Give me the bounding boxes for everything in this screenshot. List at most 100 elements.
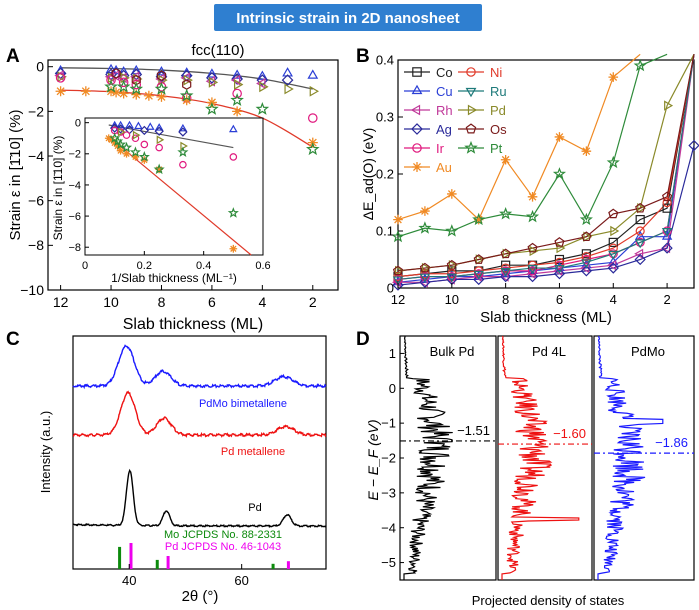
inset-x-tick-label: 0.4 (196, 260, 211, 272)
data-point-ir (131, 79, 142, 90)
inset-point-ag (178, 127, 188, 137)
data-point-au (55, 86, 66, 97)
legend-marker-ag (411, 123, 423, 135)
data-point-os (446, 259, 457, 270)
data-point-rh (256, 78, 266, 89)
inset-point-ir (229, 153, 238, 161)
data-point-cu (634, 230, 646, 240)
data-point-cu (156, 66, 167, 76)
trace-label-pdmo: PdMo bimetallene (199, 398, 287, 410)
inset-y-ticks: 0 −2 −4 −6 −8 (68, 118, 89, 254)
legend-marker-pt (464, 140, 478, 154)
panel-a-x-axis-label: Slab thickness (ML) (123, 316, 264, 333)
data-point-cu (231, 69, 243, 79)
panel-b-y-tick-label: 0.3 (376, 110, 394, 125)
data-point-ag (526, 270, 539, 283)
inset-plot-frame (84, 117, 264, 256)
data-point-pt (179, 88, 194, 102)
inset-point-pt (138, 151, 150, 162)
pdos-trace (597, 335, 664, 580)
legend-label-rh: Rh (436, 103, 453, 118)
inset-data-points (104, 120, 239, 253)
series-line-pt (397, 53, 668, 238)
inset-point-ag (115, 124, 126, 134)
legend-label-cu: Cu (436, 84, 453, 99)
data-point-pd (475, 254, 485, 265)
data-point-ru (581, 259, 592, 269)
data-point-ir (232, 88, 242, 99)
data-point-ag (473, 273, 485, 286)
inset-point-cu (116, 120, 125, 129)
data-point-ag (256, 74, 269, 86)
legend-marker-os (465, 123, 477, 134)
inset-point-pt (227, 207, 239, 218)
inset-point-ag (139, 125, 150, 136)
legend-marker-cu (411, 84, 423, 95)
legend-label-ni: Ni (490, 65, 502, 80)
panel-d-pdos-chart: 1 0 −1 −2 −3 −4 −5 −1.51 Bulk Pd −1.60 Pd 4L −1.86… (365, 335, 695, 608)
data-point-pt (418, 221, 432, 234)
panel-d-y-tick-label: −2 (381, 451, 396, 466)
panel-label-c: C (6, 329, 20, 350)
xrd-trace-2 (72, 468, 327, 529)
data-point-au (447, 189, 457, 199)
inset-y-tick-label: −2 (68, 149, 81, 161)
data-point-pd (234, 79, 244, 90)
legend-label-ag: Ag (436, 122, 452, 137)
inset-point-au (131, 153, 140, 161)
inset-point-ir (131, 134, 140, 143)
inset-point-pt (129, 146, 142, 157)
inset-point-cu (125, 120, 134, 129)
data-point-pt (552, 167, 567, 180)
panel-b-x-tick-label: 4 (610, 292, 617, 307)
data-point-ag (688, 139, 699, 152)
data-point-co (662, 203, 672, 213)
inset-point-pd (156, 135, 165, 145)
panel-label-d: D (356, 329, 370, 350)
data-point-pt (305, 142, 320, 156)
data-point-ag (553, 268, 566, 280)
panel-b-x-ticks: 12 10 8 6 4 2 (391, 283, 671, 307)
panel-b-x-tick-label: 2 (663, 292, 670, 307)
pdos-subpanel-0: −1.51 Bulk Pd (399, 335, 497, 581)
panel-d-y-tick-label: −4 (381, 520, 396, 535)
data-point-au (232, 106, 243, 117)
pdos-frame (593, 335, 695, 581)
data-point-ru (661, 228, 673, 237)
panel-a-y-tick-label: −2 (28, 103, 44, 119)
panel-a-x-tick-label: 4 (258, 294, 266, 310)
data-point-co (581, 249, 591, 259)
data-point-ag (231, 73, 244, 85)
inset-y-tick-label: 0 (75, 118, 81, 130)
data-point-ag (392, 279, 404, 291)
pdos-frame (399, 335, 497, 581)
panel-b-x-tick-label: 8 (502, 292, 509, 307)
d-band-center-label: −1.51 (457, 423, 490, 438)
data-point-au (527, 192, 538, 202)
panel-b-y-tick-label: 0.1 (376, 224, 394, 239)
panel-a-inset-chart: 0 0.2 0.4 0.6 0 −2 −4 −6 −8 1/Slab thickness (M… (51, 117, 271, 285)
legend-label-co: Co (436, 65, 453, 80)
pdos-subpanel-title: Bulk Pd (430, 344, 475, 359)
panel-d-y-axis-label: E − E_F (eV) (365, 419, 381, 500)
panel-a-plot-frame (47, 59, 339, 291)
data-point-pd (183, 74, 193, 86)
panel-c-plot-frame (72, 335, 327, 570)
d-band-center-label: −1.86 (655, 435, 688, 450)
panel-a-x-tick-label: 10 (103, 294, 119, 310)
d-band-center-label: −1.60 (553, 426, 586, 441)
inset-fit-line (108, 124, 234, 149)
data-point-pt (606, 155, 620, 169)
panel-b-y-ticks: 0 0.1 0.2 0.3 0.4 (376, 53, 403, 296)
legend-label-ir: Ir (436, 141, 445, 156)
data-point-au (581, 146, 592, 156)
data-point-pt (445, 224, 459, 237)
data-point-ni (608, 243, 618, 253)
inset-point-pd (118, 127, 126, 137)
data-point-au (111, 87, 122, 98)
legend-label-ru: Ru (490, 84, 507, 99)
data-point-pd (664, 100, 674, 111)
legend-marker-au (411, 161, 423, 173)
data-point-os (608, 208, 619, 219)
data-point-os (419, 262, 430, 273)
